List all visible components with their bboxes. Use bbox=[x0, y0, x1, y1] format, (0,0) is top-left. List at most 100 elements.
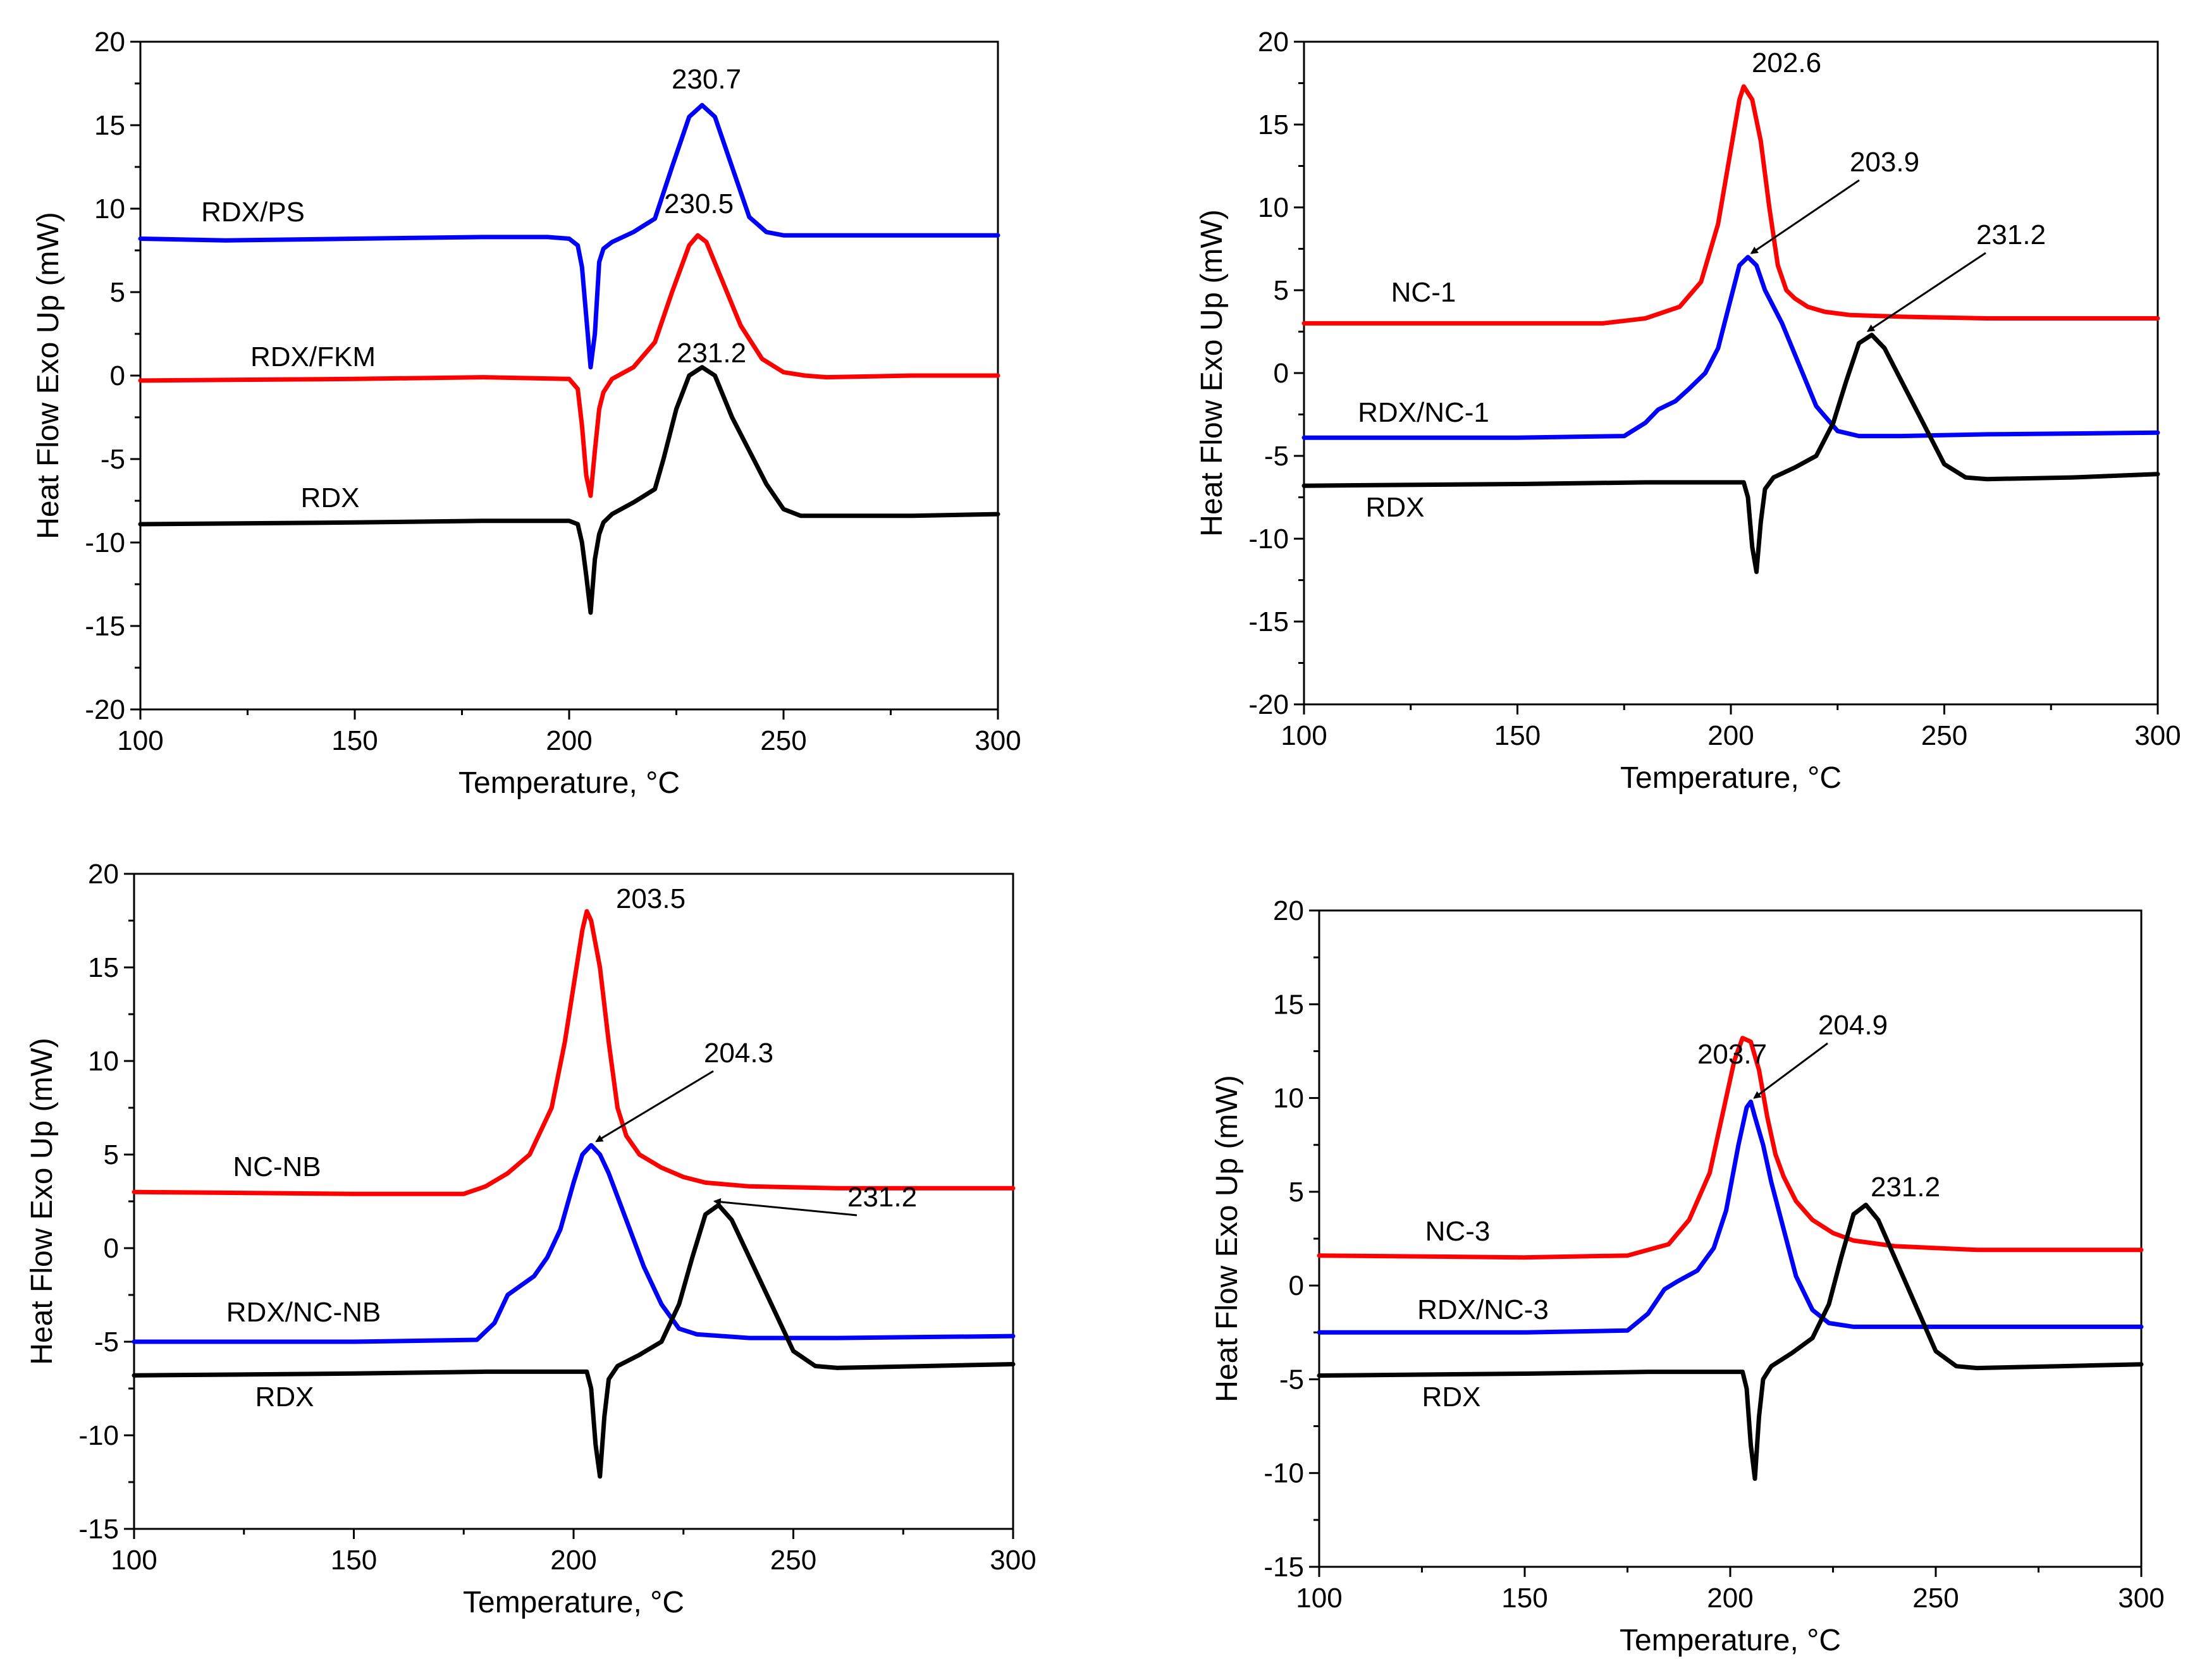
x-axis-title: Temperature, °C bbox=[1620, 1624, 1841, 1657]
y-axis-title: Heat Flow Exo Up (mW) bbox=[1195, 209, 1229, 536]
y-tick-label: 5 bbox=[1289, 1177, 1304, 1208]
series-line-nc-nb bbox=[132, 909, 1016, 1196]
y-tick-label: -20 bbox=[1248, 689, 1289, 720]
x-tick-label: 100 bbox=[1296, 1583, 1342, 1614]
x-axis-title: Temperature, °C bbox=[1620, 761, 1842, 795]
peak-label: 203.9 bbox=[1850, 147, 1919, 178]
y-tick-label: -15 bbox=[78, 1514, 119, 1545]
y-tick-label: 5 bbox=[104, 1139, 119, 1170]
x-tick-label: 200 bbox=[1707, 720, 1754, 751]
x-tick-label: 150 bbox=[331, 1545, 377, 1576]
y-tick-label: 20 bbox=[1258, 27, 1289, 58]
y-tick-label: 15 bbox=[94, 110, 125, 141]
y-tick-label: 5 bbox=[110, 277, 125, 308]
y-tick-label: -20 bbox=[85, 694, 125, 725]
x-tick-label: 300 bbox=[990, 1545, 1036, 1576]
chart-panel-1: 100 150 200 250 300 -20 -15 -10 -5 0 5 10 15 20 Temper… bbox=[32, 27, 1021, 800]
x-tick-label: 200 bbox=[546, 725, 592, 756]
x-tick-label: 150 bbox=[1494, 720, 1541, 751]
y-tick-label: -5 bbox=[94, 1327, 119, 1358]
curve-label: RDX bbox=[1422, 1382, 1481, 1413]
peak-label: 203.7 bbox=[1697, 1039, 1767, 1070]
y-tick-label: 20 bbox=[88, 859, 119, 890]
series-line-rdx-fkm bbox=[138, 233, 1000, 498]
x-axis-title: Temperature, °C bbox=[463, 1586, 684, 1619]
chart-panel-4: 100 150 200 250 300 -15 -10 -5 0 5 10 15 20 Temperatu… bbox=[1210, 895, 2165, 1657]
y-axis-title: Heat Flow Exo Up (mW) bbox=[32, 212, 65, 539]
x-tick-label: 150 bbox=[1501, 1583, 1547, 1614]
x-tick-label: 100 bbox=[1281, 720, 1327, 751]
peak-label: 231.2 bbox=[677, 338, 746, 369]
series-line-rdx bbox=[132, 1203, 1016, 1479]
series-line-rdx-nc-1 bbox=[1301, 255, 2160, 440]
y-tick-label: 5 bbox=[1274, 275, 1289, 306]
peak-label: 204.9 bbox=[1818, 1010, 1888, 1041]
series-line-rdx-ps bbox=[138, 102, 1000, 370]
x-tick-label: 150 bbox=[331, 725, 378, 756]
curve-label: RDX/FKM bbox=[250, 341, 376, 372]
peak-label: 203.5 bbox=[616, 883, 686, 914]
curve-label: NC-1 bbox=[1391, 277, 1456, 308]
peak-label: 202.6 bbox=[1752, 47, 1821, 78]
series-line-rdx-nc-nb bbox=[132, 1143, 1016, 1344]
peak-arrow bbox=[1866, 252, 1986, 332]
curve-label: NC-3 bbox=[1425, 1216, 1491, 1247]
y-tick-label: 0 bbox=[1289, 1270, 1304, 1301]
x-tick-label: 250 bbox=[1912, 1583, 1959, 1614]
series-line-nc-1 bbox=[1301, 84, 2160, 326]
series-line-rdx bbox=[138, 365, 1000, 615]
y-tick-label: -10 bbox=[1264, 1458, 1304, 1489]
y-tick-label: 15 bbox=[1258, 109, 1289, 140]
x-tick-label: 300 bbox=[2134, 720, 2180, 751]
series-line-rdx bbox=[1317, 1203, 2144, 1481]
curve-label: RDX/NC-NB bbox=[226, 1297, 381, 1328]
peak-arrow bbox=[1753, 1042, 1828, 1099]
y-tick-label: -15 bbox=[85, 611, 125, 642]
x-tick-label: 200 bbox=[550, 1545, 596, 1576]
peak-arrow bbox=[595, 1070, 714, 1143]
curve-label: RDX/PS bbox=[201, 197, 305, 228]
x-tick-label: 250 bbox=[770, 1545, 816, 1576]
y-tick-label: 10 bbox=[88, 1046, 119, 1077]
y-tick-label: 10 bbox=[1273, 1083, 1304, 1114]
peak-label: 230.7 bbox=[672, 64, 741, 95]
y-tick-label: -10 bbox=[1248, 524, 1289, 555]
y-tick-label: 20 bbox=[1273, 895, 1304, 926]
y-tick-label: 10 bbox=[94, 193, 125, 224]
y-tick-label: -15 bbox=[1264, 1552, 1304, 1583]
curve-label: RDX bbox=[301, 482, 360, 513]
curve-label: RDX bbox=[1366, 492, 1425, 523]
x-tick-label: 300 bbox=[2118, 1583, 2164, 1614]
y-tick-label: 10 bbox=[1258, 192, 1289, 223]
curve-label: RDX/NC-1 bbox=[1358, 397, 1489, 428]
y-tick-label: -15 bbox=[1248, 606, 1289, 637]
x-tick-label: 250 bbox=[760, 725, 806, 756]
peak-label: 231.2 bbox=[847, 1182, 917, 1213]
y-axis-title: Heat Flow Exo Up (mW) bbox=[25, 1038, 59, 1364]
curve-label: RDX/NC-3 bbox=[1417, 1294, 1549, 1325]
y-tick-label: -10 bbox=[78, 1420, 119, 1451]
x-tick-label: 300 bbox=[975, 725, 1021, 756]
peak-label: 231.2 bbox=[1871, 1172, 1940, 1203]
y-tick-label: 0 bbox=[110, 360, 125, 391]
curve-label: RDX bbox=[255, 1382, 314, 1413]
y-tick-label: -10 bbox=[85, 527, 125, 558]
chart-panel-3: 100 150 200 250 300 -15 -10 -5 0 5 10 15 20 Temperatu… bbox=[25, 859, 1036, 1619]
y-tick-label: 0 bbox=[1274, 358, 1289, 389]
x-tick-label: 100 bbox=[111, 1545, 157, 1576]
y-tick-label: -5 bbox=[1264, 441, 1289, 472]
x-tick-label: 250 bbox=[1921, 720, 1967, 751]
y-axis-title: Heat Flow Exo Up (mW) bbox=[1210, 1075, 1244, 1402]
y-tick-label: 15 bbox=[88, 952, 119, 983]
peak-label: 204.3 bbox=[704, 1038, 773, 1069]
peak-label: 231.2 bbox=[1976, 219, 2046, 250]
y-tick-label: -5 bbox=[1279, 1364, 1304, 1395]
peak-label: 230.5 bbox=[664, 188, 734, 219]
peak-arrow bbox=[713, 1198, 858, 1217]
y-tick-label: 15 bbox=[1273, 989, 1304, 1020]
x-tick-label: 100 bbox=[117, 725, 163, 756]
curve-label: NC-NB bbox=[233, 1151, 321, 1182]
y-tick-label: 0 bbox=[104, 1233, 119, 1264]
series-line-rdx bbox=[1301, 333, 2160, 574]
